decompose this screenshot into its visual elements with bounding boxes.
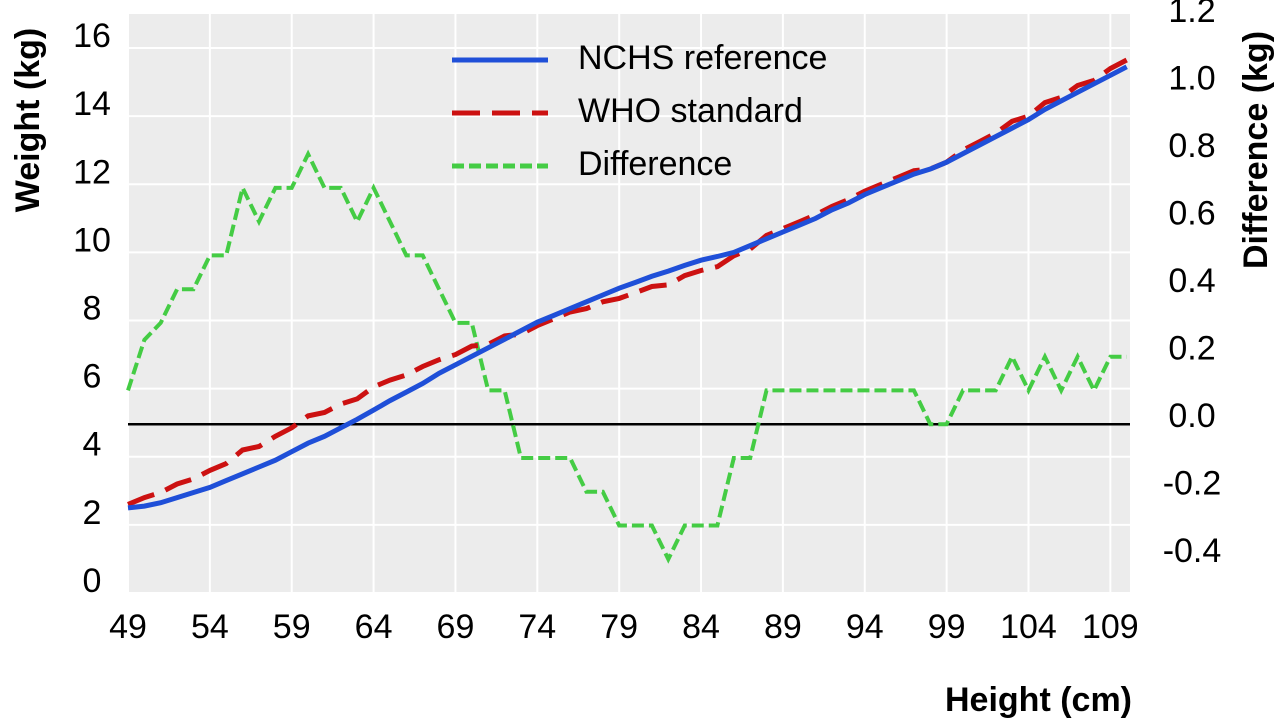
y-tick-label: 8 bbox=[83, 290, 102, 328]
x-tick-label: 89 bbox=[764, 608, 802, 646]
series-line bbox=[127, 64, 1128, 511]
y2-axis-label: Difference (kg) bbox=[1237, 31, 1275, 269]
x-tick-label: 79 bbox=[600, 608, 638, 646]
plot-area bbox=[128, 14, 1130, 593]
x-axis-label: Height (cm) bbox=[945, 681, 1132, 719]
x-tick-label: 74 bbox=[518, 608, 556, 646]
y-tick-label: 12 bbox=[73, 153, 111, 191]
y2-tick-label: 1.2 bbox=[1168, 0, 1215, 30]
y-tick-label: 14 bbox=[73, 85, 111, 123]
legend-label: Difference bbox=[578, 145, 732, 183]
y2-tick-label: 0.8 bbox=[1168, 127, 1215, 165]
legend-label: NCHS reference bbox=[578, 39, 827, 77]
y-tick-label: 16 bbox=[73, 17, 111, 55]
x-tick-label: 109 bbox=[1082, 608, 1139, 646]
y2-tick-label: -0.2 bbox=[1163, 465, 1222, 503]
y-tick-label: 6 bbox=[83, 358, 102, 396]
y2-tick-label: 0.6 bbox=[1168, 195, 1215, 233]
y-axis-label: Weight (kg) bbox=[9, 28, 47, 212]
series-line bbox=[127, 57, 1128, 507]
x-tick-label: 104 bbox=[1000, 608, 1057, 646]
y-tick-label: 10 bbox=[73, 221, 111, 259]
y2-tick-label: 0.4 bbox=[1168, 262, 1215, 300]
x-tick-label: 84 bbox=[682, 608, 720, 646]
y2-tick-label: 0.2 bbox=[1168, 330, 1215, 368]
y2-tick-label: -0.4 bbox=[1163, 532, 1222, 570]
series-line bbox=[126, 149, 1127, 564]
x-tick-label: 49 bbox=[109, 608, 147, 646]
x-tick-label: 59 bbox=[273, 608, 311, 646]
x-tick-label: 54 bbox=[191, 608, 229, 646]
y2-tick-label: 0.0 bbox=[1168, 397, 1215, 435]
x-tick-label: 64 bbox=[355, 608, 393, 646]
legend-label: WHO standard bbox=[578, 92, 803, 130]
y-tick-label: 2 bbox=[83, 494, 102, 532]
y-tick-label: 0 bbox=[83, 562, 102, 600]
y2-tick-label: 1.0 bbox=[1168, 60, 1215, 98]
x-tick-label: 94 bbox=[846, 608, 884, 646]
x-tick-label: 99 bbox=[928, 608, 966, 646]
y-tick-label: 4 bbox=[83, 426, 102, 464]
x-tick-label: 69 bbox=[437, 608, 475, 646]
